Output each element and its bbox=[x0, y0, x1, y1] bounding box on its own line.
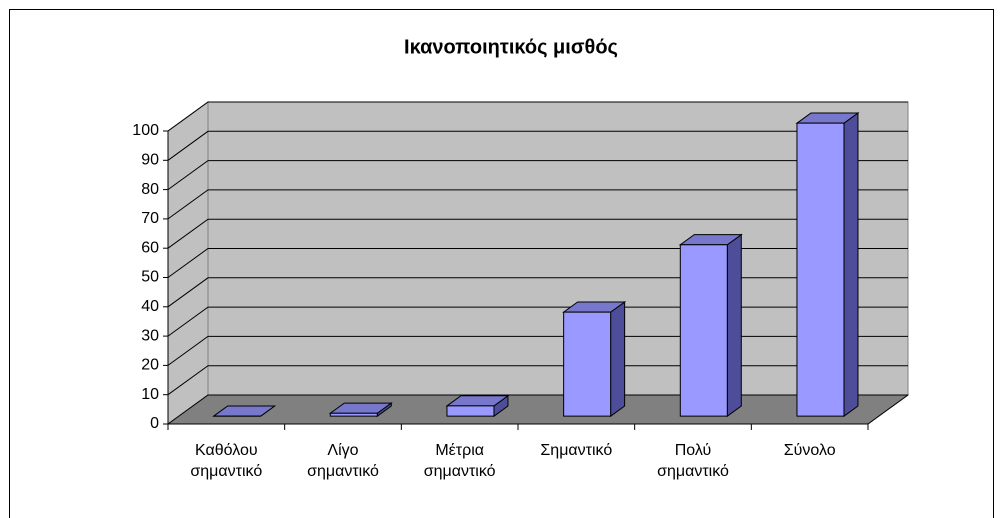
bar-front bbox=[446, 405, 495, 417]
bar-front bbox=[679, 244, 728, 417]
bar bbox=[212, 405, 277, 417]
x-tick-label: Λίγο σημαντικό bbox=[307, 442, 379, 480]
chart-title: Ικανοποιητικός μισθός bbox=[404, 36, 618, 58]
y-tick-label: 90 bbox=[141, 152, 159, 169]
bar-front bbox=[796, 122, 845, 417]
y-tick-label: 10 bbox=[141, 386, 159, 403]
x-tick-label: Μέτρια σημαντικό bbox=[423, 442, 496, 480]
y-tick-label: 50 bbox=[141, 269, 159, 286]
y-tick-label: 70 bbox=[141, 210, 159, 227]
y-tick-label: 40 bbox=[141, 298, 159, 315]
y-tick-label: 100 bbox=[132, 122, 159, 139]
grid-line bbox=[167, 101, 908, 132]
floor-edge bbox=[867, 394, 909, 425]
x-tick-label: Σημαντικό bbox=[540, 442, 613, 459]
grid-line bbox=[167, 365, 908, 396]
y-tick-label: 80 bbox=[141, 181, 159, 198]
bar bbox=[445, 394, 510, 418]
grid-line bbox=[167, 277, 908, 308]
y-tick-label: 60 bbox=[141, 239, 159, 256]
y-tick-label: 0 bbox=[150, 415, 159, 432]
bar bbox=[328, 402, 393, 418]
bar bbox=[562, 301, 627, 418]
grid-line bbox=[167, 248, 908, 278]
grid-line bbox=[167, 394, 908, 425]
grid-line bbox=[167, 160, 908, 191]
x-tick-label: Καθόλου σημαντικό bbox=[190, 442, 263, 480]
bar bbox=[678, 233, 743, 418]
bar bbox=[795, 112, 860, 418]
grid-line bbox=[167, 189, 908, 220]
y-tick-label: 20 bbox=[141, 357, 159, 374]
bar-front bbox=[329, 412, 378, 417]
bar-side bbox=[843, 112, 859, 418]
grid-line bbox=[167, 218, 908, 249]
bar-side bbox=[726, 233, 742, 418]
grid-line bbox=[167, 335, 908, 366]
y-tick-label: 30 bbox=[141, 327, 159, 344]
x-tick-label: Πολύ σημαντικό bbox=[657, 442, 729, 480]
grid-line bbox=[167, 306, 908, 337]
bar-front bbox=[563, 311, 612, 417]
bar-side bbox=[610, 301, 626, 418]
x-tick-label: Σύνολο bbox=[783, 442, 836, 459]
grid-line bbox=[167, 130, 908, 161]
